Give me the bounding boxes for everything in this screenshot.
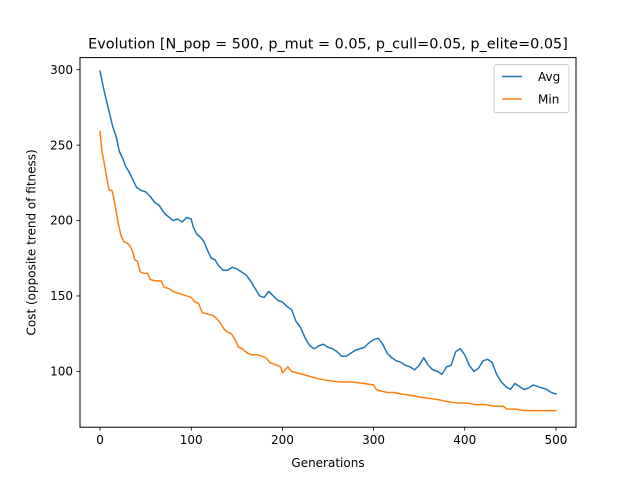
x-axis-ticks: 0 100 200 300 400 500 bbox=[96, 427, 567, 447]
x-tick-label: 0 bbox=[96, 433, 104, 447]
x-tick-label: 400 bbox=[453, 433, 476, 447]
plot-frame bbox=[79, 57, 577, 428]
series-line-avg bbox=[99, 70, 557, 395]
y-tick-label: 100 bbox=[50, 365, 73, 379]
legend: Avg Min bbox=[493, 64, 570, 114]
y-tick-label: 200 bbox=[50, 214, 73, 228]
x-tick-label: 200 bbox=[271, 433, 294, 447]
y-tick-label: 250 bbox=[50, 138, 73, 152]
x-tick-label: 500 bbox=[544, 433, 567, 447]
plot-series bbox=[99, 70, 557, 412]
y-axis-label: Cost (opposite trend of fitness) bbox=[25, 149, 39, 335]
y-tick-label: 300 bbox=[50, 63, 73, 77]
y-axis-ticks: 100 150 200 250 300 bbox=[50, 63, 80, 379]
x-tick-label: 100 bbox=[180, 433, 203, 447]
x-axis-label: Generations bbox=[291, 456, 364, 470]
x-tick-label: 300 bbox=[362, 433, 385, 447]
series-line-min bbox=[99, 130, 557, 412]
chart-title: Evolution [N_pop = 500, p_mut = 0.05, p_… bbox=[88, 37, 568, 53]
y-tick-label: 150 bbox=[50, 289, 73, 303]
legend-label-avg: Avg bbox=[538, 70, 560, 84]
legend-label-min: Min bbox=[538, 93, 559, 107]
